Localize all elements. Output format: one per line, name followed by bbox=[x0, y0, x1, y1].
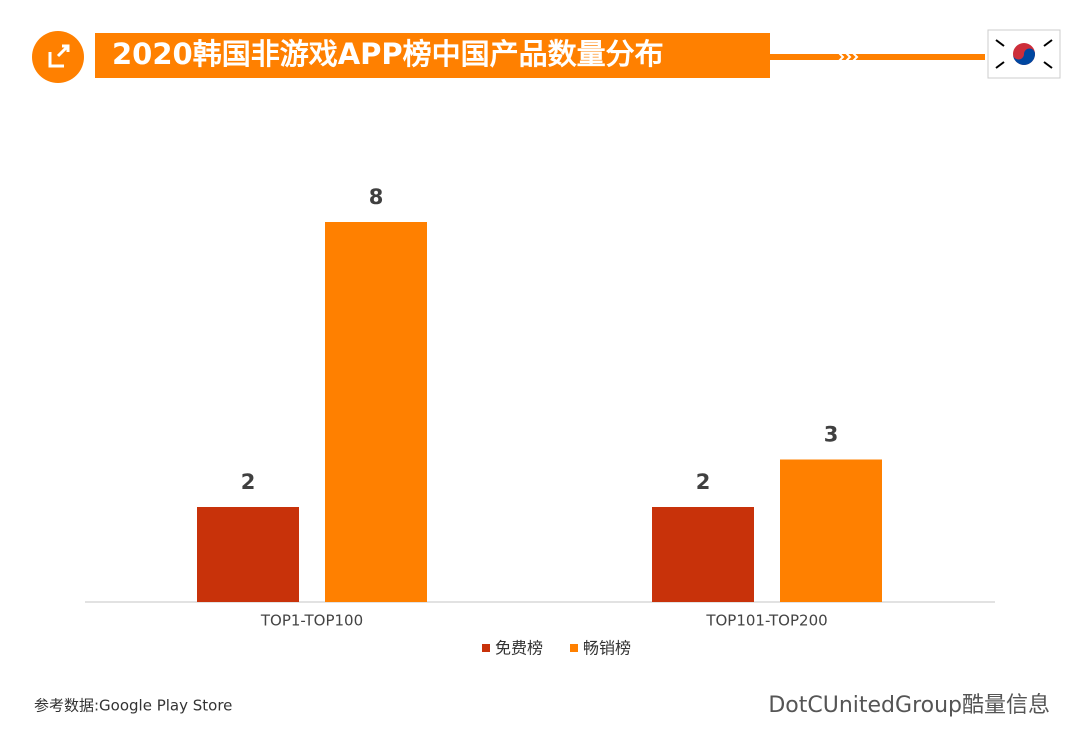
value-label: 3 bbox=[824, 423, 839, 447]
legend-swatch bbox=[570, 644, 578, 652]
value-label: 8 bbox=[369, 185, 384, 209]
bar bbox=[780, 459, 882, 602]
legend-label: 畅销榜 bbox=[583, 639, 631, 658]
header-icon bbox=[32, 31, 84, 83]
bar bbox=[652, 507, 754, 602]
chevrons bbox=[837, 51, 859, 63]
bar bbox=[325, 222, 427, 602]
bar bbox=[197, 507, 299, 602]
value-label: 2 bbox=[696, 470, 711, 494]
header-icon-glyph bbox=[48, 44, 70, 68]
watermark: DotCUnitedGroup酷量信息 bbox=[768, 693, 1050, 718]
x-tick-label: TOP1-TOP100 bbox=[260, 612, 363, 630]
value-label: 2 bbox=[241, 470, 256, 494]
flag-trigrams bbox=[995, 39, 1053, 69]
chart-title: 2020韩国非游戏APP榜中国产品数量分布 bbox=[112, 37, 664, 71]
title-banner bbox=[95, 33, 770, 78]
x-tick-label: TOP101-TOP200 bbox=[705, 612, 827, 630]
source-note: 参考数据:Google Play Store bbox=[34, 697, 232, 715]
flag-emblem-blue bbox=[1013, 48, 1035, 65]
legend-swatch bbox=[482, 644, 490, 652]
legend-label: 免费榜 bbox=[495, 639, 543, 658]
